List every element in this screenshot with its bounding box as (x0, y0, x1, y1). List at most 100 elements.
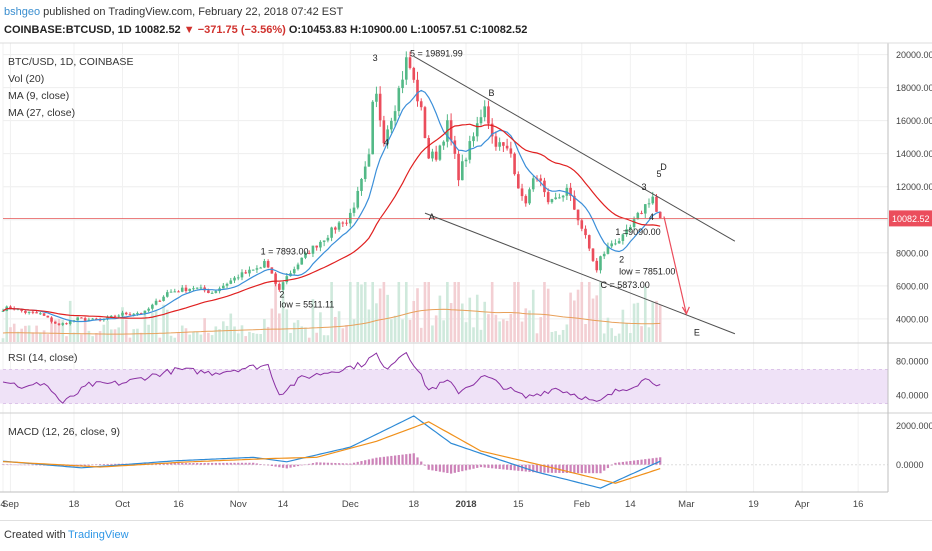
macd-hist-bar (427, 464, 430, 470)
tradingview-brand[interactable]: TradingView (68, 529, 129, 541)
volume-bar (229, 313, 233, 342)
volume-bar (524, 308, 528, 342)
volume-bar (1, 338, 5, 342)
candle-body (180, 287, 184, 292)
volume-bar (266, 326, 270, 342)
macd-hist-bar (442, 464, 445, 473)
candle-body (57, 323, 61, 325)
candle-body (143, 310, 147, 314)
macd-hist-bar (218, 462, 221, 465)
candle-body (334, 227, 337, 230)
macd-hist-bar (449, 464, 453, 474)
volume-bar (617, 333, 621, 342)
macd-hist-bar (610, 464, 613, 466)
volume-bar (404, 282, 408, 342)
volume-bar (442, 320, 445, 342)
volume-bar (315, 332, 318, 342)
ma9-line (2, 89, 661, 323)
candle-body (434, 151, 438, 160)
volume-bar (371, 282, 374, 342)
candle-body (423, 107, 427, 138)
candle-body (87, 319, 91, 321)
volume-bar (584, 324, 587, 342)
candle-body (457, 153, 460, 181)
macd-hist-bar (431, 464, 434, 471)
volume-bar (475, 294, 479, 342)
candle-body (341, 222, 345, 224)
macd-hist-bar (196, 462, 199, 465)
macd-hist-bar (244, 462, 247, 465)
macd-hist-bar (188, 463, 191, 465)
wave-label: 5 (656, 169, 661, 179)
candle-body (169, 291, 173, 293)
volume-bar (165, 309, 169, 342)
candles (1, 51, 662, 327)
macd-hist-bar (91, 464, 94, 466)
volume-bar (614, 335, 617, 342)
volume-bar (397, 282, 401, 342)
candle-body (244, 272, 248, 274)
volume-bar (83, 319, 87, 342)
candle-body (229, 280, 233, 284)
ohlc-values: O:10453.83 H:10900.00 L:10057.51 C:10082… (288, 24, 528, 36)
candle-body (375, 93, 378, 102)
macd-hist-bar (352, 462, 356, 465)
volume-bar (270, 308, 274, 342)
macd-hist-bar (420, 461, 423, 465)
macd-hist-bar (416, 457, 419, 465)
candle-body (281, 282, 285, 290)
volume-bar (240, 325, 244, 342)
candle-body (558, 197, 561, 199)
volume-bar (162, 304, 165, 342)
macd-hist-bar (289, 464, 292, 468)
candle-body (587, 235, 591, 249)
volume-bar (629, 333, 632, 342)
macd-hist-bar (35, 464, 38, 466)
macd-hist-bar (240, 462, 244, 465)
time-tick-label: 18 (69, 499, 80, 510)
macd-hist-bar (468, 464, 471, 470)
macd-hist-bar (13, 464, 16, 466)
volume-bar (199, 334, 203, 342)
candle-body (625, 229, 628, 235)
candle-body (16, 308, 20, 310)
macd-hist-bar (453, 464, 456, 473)
macd-hist-bar (16, 464, 20, 466)
candle-body (91, 318, 94, 320)
candle-body (207, 290, 210, 294)
macd-hist-bar (166, 462, 169, 465)
volume-bar (580, 282, 584, 342)
macd-hist-bar (367, 459, 371, 465)
macd-hist-bar (255, 463, 259, 465)
candle-body (453, 140, 457, 154)
volume-bar (222, 321, 225, 342)
wave-label: 1 =9090.00 (615, 227, 660, 237)
candle-body (573, 195, 576, 210)
candle-body (83, 318, 87, 321)
candle-body (65, 323, 68, 325)
candle-body (658, 211, 662, 219)
candle-body (330, 227, 333, 238)
volume-bar (345, 325, 348, 342)
volume-bar (647, 327, 651, 342)
macd-hist-bar (20, 464, 23, 466)
volume-bar (573, 300, 576, 342)
candle-body (449, 120, 453, 141)
volume-bar (483, 301, 487, 342)
wave-label: C = 5873.00 (600, 280, 649, 290)
wave-label: low = 5511.11 (279, 299, 334, 309)
macd-hist-bar (360, 461, 363, 465)
chart-canvas[interactable]: 5 = 19891.99 3 4 B A C = 5873.00 D E 1 = 7893.00… (0, 0, 932, 520)
price-tick-label: 16000.00 (896, 116, 932, 126)
macd-hist-bar (569, 464, 572, 474)
candle-body (95, 318, 98, 320)
macd-hist-bar (233, 462, 236, 465)
volume-bar (640, 326, 643, 342)
volume-bar (494, 314, 498, 342)
candle-body (304, 252, 307, 258)
candle-body (165, 292, 169, 297)
volume-bar (27, 325, 31, 342)
candle-body (240, 272, 244, 278)
author-link[interactable]: bshgeo (4, 6, 41, 18)
macd-hist-bar (565, 464, 568, 473)
